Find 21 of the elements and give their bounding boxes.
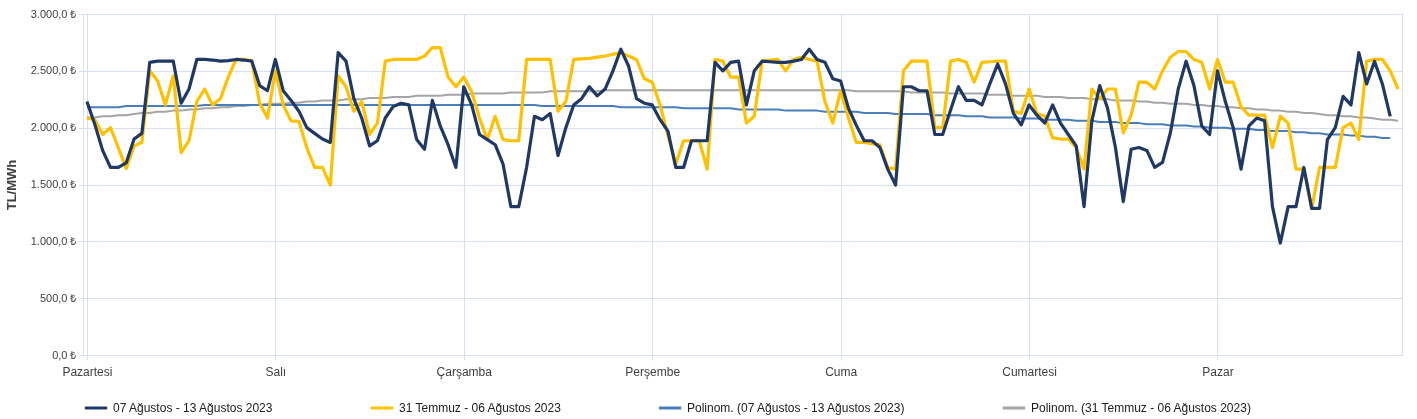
y-tick-label: 3.000,0 ₺ bbox=[30, 7, 77, 20]
line-series bbox=[85, 47, 1392, 245]
y-tick-label: 2.500,0 ₺ bbox=[30, 64, 77, 77]
y-tick-label: 0,0 ₺ bbox=[52, 348, 77, 361]
y-tick-label: 500,0 ₺ bbox=[39, 291, 77, 304]
legend-label: Polinom. (31 Temmuz - 06 Ağustos 2023) bbox=[1031, 401, 1251, 415]
x-tick-label: Perşembe bbox=[625, 364, 681, 379]
x-tick-label: Çarşamba bbox=[436, 364, 493, 379]
x-tick-label: Salı bbox=[265, 364, 287, 379]
y-tick-label: 1.000,0 ₺ bbox=[30, 234, 77, 247]
x-tick-label: Pazar bbox=[1202, 364, 1234, 379]
x-tick-label: Cumartesi bbox=[1002, 364, 1057, 379]
x-tick-label: Cuma bbox=[825, 364, 858, 379]
x-tick-label: Pazartesi bbox=[62, 364, 113, 379]
y-axis-title: TL/MWh bbox=[3, 159, 19, 211]
y-tick-label: 1.500,0 ₺ bbox=[30, 178, 77, 190]
y-tick-label: 2.000,0 ₺ bbox=[30, 121, 77, 134]
line-series bbox=[85, 89, 1400, 122]
legend-label: 07 Ağustos - 13 Ağustos 2023 bbox=[113, 401, 273, 415]
legend-label: 31 Temmuz - 06 Ağustos 2023 bbox=[399, 401, 562, 415]
legend-label: Polinom. (07 Ağustos - 13 Ağustos 2023) bbox=[687, 401, 905, 415]
